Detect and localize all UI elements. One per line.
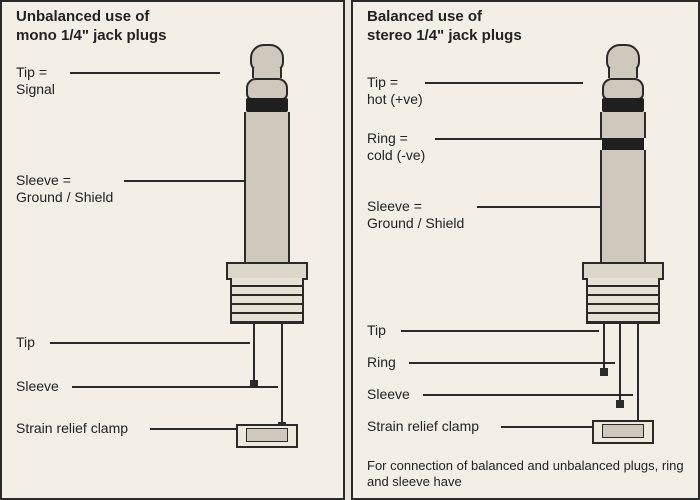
threads-icon	[586, 278, 660, 324]
label-strain-r: Strain relief clamp	[367, 418, 479, 435]
label-strain: Strain relief clamp	[16, 420, 128, 437]
tip-bulb-icon	[246, 78, 288, 100]
tip-neck-icon	[252, 68, 282, 78]
strain-clamp-inner-icon	[602, 424, 644, 438]
leader-tip-signal	[70, 72, 220, 74]
label-ring-pin: Ring	[367, 354, 396, 371]
label-sleeve-pin: Sleeve	[16, 378, 59, 395]
label-tip-pin: Tip	[16, 334, 35, 351]
strain-clamp-inner-icon	[246, 428, 288, 442]
sleeve-shaft-icon	[244, 112, 290, 262]
label-tip-hot: Tip = hot (+ve)	[367, 74, 423, 108]
panel-mono: Unbalanced use of mono 1/4" jack plugs T…	[0, 0, 345, 500]
label-sleeve-ground: Sleeve = Ground / Shield	[16, 172, 113, 206]
title-mono: Unbalanced use of mono 1/4" jack plugs	[16, 8, 166, 46]
sleeve-terminal-icon	[281, 324, 283, 426]
tip-terminal-icon	[253, 324, 255, 384]
panel-stereo: Balanced use of stereo 1/4" jack plugs T…	[351, 0, 700, 500]
ring-segment-icon	[600, 112, 646, 138]
page: Unbalanced use of mono 1/4" jack plugs T…	[0, 0, 700, 500]
sleeve-shaft-icon	[600, 150, 646, 262]
label-tip-pin-r: Tip	[367, 322, 386, 339]
insulator-top-icon	[602, 98, 644, 112]
label-sleeve-pin-r: Sleeve	[367, 386, 410, 403]
insulator-top-icon	[246, 98, 288, 112]
title-stereo: Balanced use of stereo 1/4" jack plugs	[367, 8, 522, 46]
sleeve-terminal-icon	[637, 324, 639, 434]
threads-icon	[230, 278, 304, 324]
label-tip-signal: Tip = Signal	[16, 64, 55, 98]
tip-terminal-icon	[603, 324, 605, 372]
label-ring-cold: Ring = cold (-ve)	[367, 130, 425, 164]
leader-tip-hot	[425, 82, 583, 84]
jack-stereo	[563, 44, 683, 474]
jack-mono	[207, 44, 327, 474]
label-sleeve-ground-r: Sleeve = Ground / Shield	[367, 198, 464, 232]
insulator-ring-icon	[602, 138, 644, 150]
ring-terminal-icon	[619, 324, 621, 404]
tip-neck-icon	[608, 68, 638, 78]
tip-bulb-icon	[602, 78, 644, 100]
